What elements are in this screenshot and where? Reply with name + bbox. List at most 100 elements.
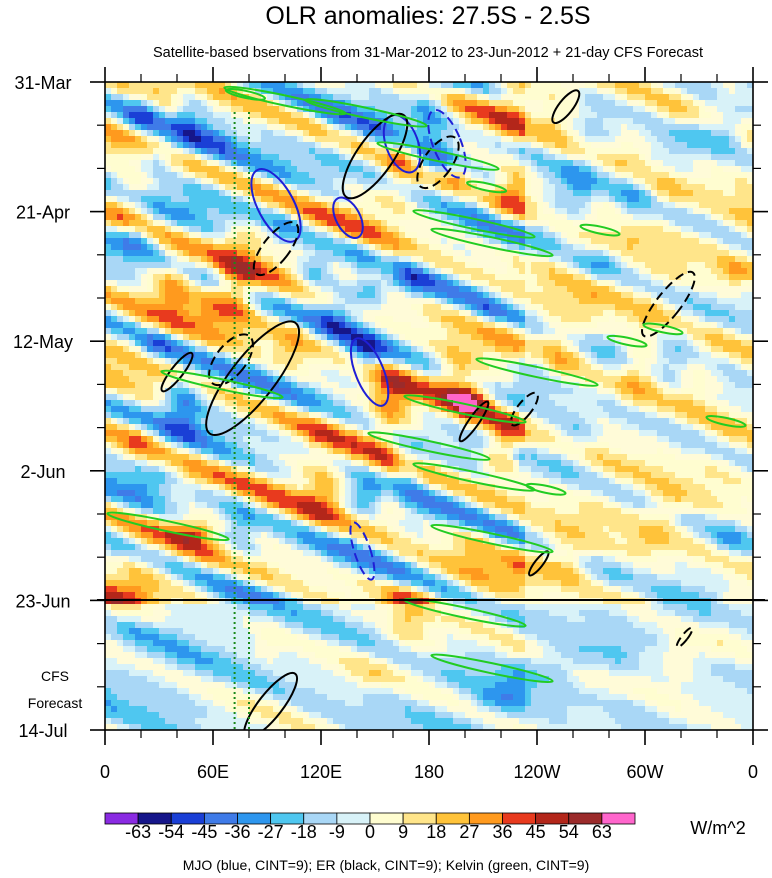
field-cell bbox=[171, 196, 177, 202]
field-cell bbox=[243, 172, 249, 178]
field-cell bbox=[645, 82, 651, 88]
field-cell bbox=[591, 166, 597, 172]
field-cell bbox=[153, 256, 159, 262]
field-cell bbox=[657, 274, 663, 280]
field-cell bbox=[321, 202, 327, 208]
field-cell bbox=[381, 328, 387, 334]
field-cell bbox=[213, 346, 219, 352]
field-cell bbox=[111, 208, 117, 214]
field-cell bbox=[627, 172, 633, 178]
field-cell bbox=[693, 130, 699, 136]
field-cell bbox=[657, 142, 663, 148]
field-cell bbox=[279, 190, 285, 196]
field-cell bbox=[669, 316, 675, 322]
field-cell bbox=[675, 244, 681, 250]
field-cell bbox=[417, 376, 423, 382]
field-cell bbox=[693, 358, 699, 364]
field-cell bbox=[663, 214, 669, 220]
field-cell bbox=[159, 364, 165, 370]
field-cell bbox=[369, 304, 375, 310]
field-cell bbox=[663, 334, 669, 340]
field-cell bbox=[537, 208, 543, 214]
field-cell bbox=[723, 382, 729, 388]
field-cell bbox=[615, 214, 621, 220]
field-cell bbox=[495, 346, 501, 352]
field-cell bbox=[189, 202, 195, 208]
field-cell bbox=[213, 340, 219, 346]
field-cell bbox=[129, 250, 135, 256]
field-cell bbox=[291, 334, 297, 340]
field-cell bbox=[669, 286, 675, 292]
field-cell bbox=[477, 322, 483, 328]
field-cell bbox=[105, 382, 111, 388]
field-cell bbox=[507, 136, 513, 142]
field-cell bbox=[357, 208, 363, 214]
field-cell bbox=[333, 256, 339, 262]
field-cell bbox=[747, 208, 753, 214]
field-cell bbox=[189, 136, 195, 142]
field-cell bbox=[387, 238, 393, 244]
field-cell bbox=[669, 136, 675, 142]
field-cell bbox=[165, 286, 171, 292]
field-cell bbox=[585, 376, 591, 382]
field-cell bbox=[429, 190, 435, 196]
field-cell bbox=[117, 142, 123, 148]
field-cell bbox=[357, 124, 363, 130]
field-cell bbox=[573, 172, 579, 178]
field-cell bbox=[573, 298, 579, 304]
field-cell bbox=[705, 346, 711, 352]
field-cell bbox=[705, 202, 711, 208]
field-cell bbox=[171, 88, 177, 94]
field-cell bbox=[597, 184, 603, 190]
field-cell bbox=[297, 100, 303, 106]
field-cell bbox=[741, 202, 747, 208]
field-cell bbox=[681, 340, 687, 346]
field-cell bbox=[513, 334, 519, 340]
field-cell bbox=[297, 382, 303, 388]
field-cell bbox=[579, 334, 585, 340]
field-cell bbox=[375, 250, 381, 256]
field-cell bbox=[543, 124, 549, 130]
field-cell bbox=[663, 124, 669, 130]
field-cell bbox=[711, 172, 717, 178]
field-cell bbox=[645, 100, 651, 106]
field-cell bbox=[747, 328, 753, 334]
field-cell bbox=[657, 214, 663, 220]
field-cell bbox=[153, 340, 159, 346]
field-cell bbox=[501, 148, 507, 154]
field-cell bbox=[243, 346, 249, 352]
field-cell bbox=[681, 160, 687, 166]
field-cell bbox=[435, 196, 441, 202]
field-cell bbox=[159, 238, 165, 244]
field-cell bbox=[339, 172, 345, 178]
field-cell bbox=[195, 154, 201, 160]
field-cell bbox=[183, 196, 189, 202]
field-cell bbox=[531, 82, 537, 88]
field-cell bbox=[471, 262, 477, 268]
field-cell bbox=[741, 322, 747, 328]
field-cell bbox=[219, 244, 225, 250]
field-cell bbox=[387, 268, 393, 274]
field-cell bbox=[609, 346, 615, 352]
field-cell bbox=[747, 364, 753, 370]
field-cell bbox=[111, 118, 117, 124]
field-cell bbox=[393, 238, 399, 244]
field-cell bbox=[447, 310, 453, 316]
field-cell bbox=[741, 274, 747, 280]
field-cell bbox=[117, 88, 123, 94]
field-cell bbox=[351, 334, 357, 340]
field-cell bbox=[189, 328, 195, 334]
field-cell bbox=[225, 112, 231, 118]
field-cell bbox=[345, 382, 351, 388]
field-cell bbox=[225, 340, 231, 346]
field-cell bbox=[561, 268, 567, 274]
field-cell bbox=[243, 178, 249, 184]
field-cell bbox=[447, 154, 453, 160]
field-cell bbox=[663, 346, 669, 352]
field-cell bbox=[297, 154, 303, 160]
field-cell bbox=[213, 244, 219, 250]
field-cell bbox=[441, 154, 447, 160]
field-cell bbox=[381, 142, 387, 148]
field-cell bbox=[453, 304, 459, 310]
field-cell bbox=[501, 142, 507, 148]
